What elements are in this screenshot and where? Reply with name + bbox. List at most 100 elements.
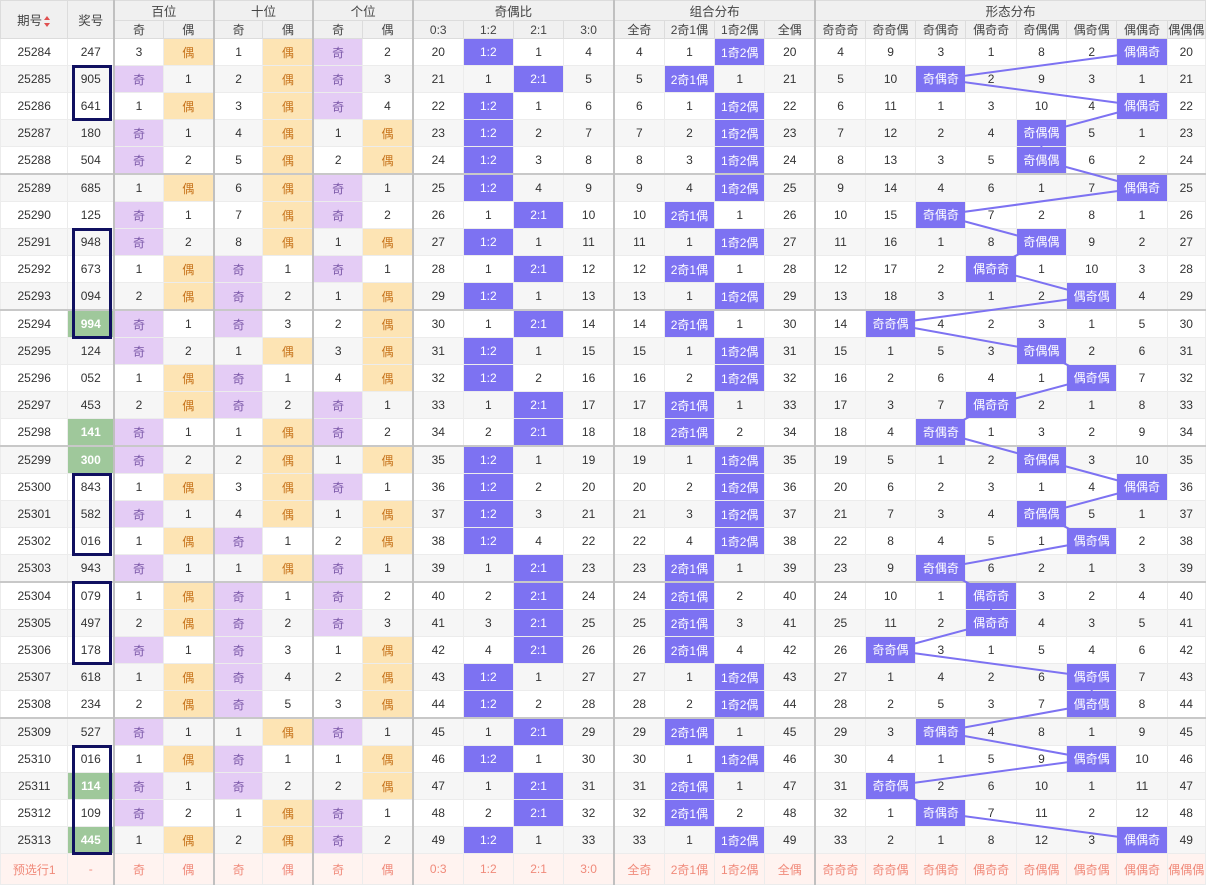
omission-cell: 1	[113, 581, 164, 610]
omission-cell: 26	[764, 201, 816, 229]
preselect-option[interactable]: 偶偶偶	[1166, 853, 1206, 885]
omission-cell: 44	[1166, 690, 1206, 719]
prize-cell: 094	[67, 282, 115, 311]
preselect-option[interactable]: 全奇	[612, 853, 665, 885]
omission-cell: 5	[212, 146, 264, 175]
omission-cell: 11	[1015, 799, 1068, 827]
omission-cell: 27	[1166, 228, 1206, 256]
preselect-option[interactable]: 全偶	[764, 853, 816, 885]
odd-marker: 奇	[212, 690, 264, 719]
omission-cell: 17	[814, 391, 866, 419]
omission-cell: 20	[764, 38, 816, 66]
preselect-option[interactable]: 2奇1偶	[663, 853, 716, 885]
subheader-3: 偶	[262, 20, 314, 39]
omission-cell: 1	[262, 527, 314, 555]
omission-cell: 2	[512, 690, 565, 719]
preselect-option[interactable]: 奇偶偶	[1015, 853, 1068, 885]
even-marker: 偶	[162, 255, 215, 283]
omission-cell: 10	[864, 581, 917, 610]
omission-cell: 3	[1116, 255, 1168, 283]
omission-cell: 2	[512, 364, 565, 392]
preselect-option[interactable]: 偶奇奇	[965, 853, 1017, 885]
preselect-option[interactable]: 奇	[212, 853, 264, 885]
preselect-option[interactable]: 偶	[262, 853, 314, 885]
pattern-marker: 偶奇偶	[1066, 745, 1118, 773]
even-marker: 偶	[262, 38, 314, 66]
omission-cell: 2	[362, 201, 414, 229]
omission-cell: 9	[1015, 745, 1068, 773]
preselect-option[interactable]: 2:1	[512, 853, 565, 885]
preselect-row[interactable]: 预选行1- 奇偶奇偶奇偶 0:3 1:2 2:1 3:0 全奇 2奇1偶 1奇2偶 全偶 奇奇奇 奇奇…	[0, 853, 1206, 885]
omission-cell: 7	[1015, 690, 1068, 719]
preselect-option[interactable]: 偶	[362, 853, 414, 885]
pattern-marker: 奇奇偶	[864, 636, 917, 664]
combo-marker: 2奇1偶	[663, 201, 716, 229]
pattern-marker: 偶奇偶	[1066, 663, 1118, 691]
omission-cell: 2	[212, 826, 264, 854]
omission-cell: 26	[1166, 201, 1206, 229]
preselect-option[interactable]: 奇	[312, 853, 364, 885]
omission-cell: 2	[1066, 418, 1118, 447]
table-row: 25301 582 奇 1 4 偶 1 偶 37 1:2 3 21 21 3 1奇2偶 37 21 7 3 4 奇偶偶 5…	[0, 500, 1206, 528]
omission-cell: 4	[663, 527, 716, 555]
omission-cell: 2	[162, 228, 215, 256]
ratio-marker: 2:1	[512, 65, 565, 93]
ratio-marker: 2:1	[512, 309, 565, 338]
even-marker: 偶	[162, 581, 215, 610]
preselect-option[interactable]: 偶	[162, 853, 215, 885]
omission-cell: 18	[563, 418, 615, 447]
even-marker: 偶	[262, 92, 314, 120]
prize-cell: 905	[67, 65, 115, 93]
omission-cell: 16	[612, 364, 665, 392]
omission-cell: 32	[563, 799, 615, 827]
omission-cell: 36	[764, 473, 816, 501]
even-marker: 偶	[362, 228, 414, 256]
pattern-marker: 奇奇偶	[864, 309, 917, 338]
omission-cell: 28	[764, 255, 816, 283]
pattern-marker: 偶偶奇	[1116, 38, 1168, 66]
omission-cell: 3	[1015, 581, 1068, 610]
omission-cell: 45	[764, 717, 816, 746]
omission-cell: 3	[915, 282, 967, 311]
prize-cell: 453	[67, 391, 115, 419]
omission-cell: 7	[965, 201, 1017, 229]
sort-icon[interactable]	[44, 16, 51, 28]
preselect-option[interactable]: 0:3	[411, 853, 464, 885]
preselect-option[interactable]: 偶奇偶	[1066, 853, 1118, 885]
omission-cell: 7	[965, 799, 1017, 827]
omission-cell: 20	[411, 38, 464, 66]
omission-cell: 28	[1166, 255, 1206, 283]
omission-cell: 10	[1015, 772, 1068, 800]
preselect-option[interactable]: 3:0	[563, 853, 615, 885]
omission-cell: 34	[764, 418, 816, 447]
ratio-marker: 2:1	[512, 581, 565, 610]
subheader-9: 3:0	[563, 20, 615, 39]
preselect-option[interactable]: 1:2	[462, 853, 514, 885]
even-marker: 偶	[162, 745, 215, 773]
preselect-option[interactable]: 1奇2偶	[714, 853, 766, 885]
omission-cell: 1	[113, 364, 164, 392]
preselect-option[interactable]: 奇奇奇	[814, 853, 866, 885]
omission-cell: 32	[1166, 364, 1206, 392]
omission-cell: 6	[1116, 337, 1168, 365]
preselect-option[interactable]: 奇	[113, 853, 164, 885]
even-marker: 偶	[162, 826, 215, 854]
odd-marker: 奇	[312, 554, 364, 583]
omission-cell: 24	[612, 581, 665, 610]
preselect-option[interactable]: 偶偶奇	[1116, 853, 1168, 885]
omission-cell: 6	[864, 473, 917, 501]
prize-cell: 234	[67, 690, 115, 719]
preselect-option[interactable]: 奇奇偶	[864, 853, 917, 885]
odd-marker: 奇	[212, 636, 264, 664]
omission-cell: 4	[1066, 92, 1118, 120]
ratio-marker: 2:1	[512, 391, 565, 419]
omission-cell: 4	[1015, 609, 1068, 637]
issue-cell: 25300	[0, 473, 69, 501]
even-marker: 偶	[362, 337, 414, 365]
preselect-option[interactable]: 奇偶奇	[915, 853, 967, 885]
omission-cell: 23	[411, 119, 464, 147]
issue-cell: 25292	[0, 255, 69, 283]
prize-cell: 504	[67, 146, 115, 175]
table-row: 25286 641 1 偶 3 偶奇 4 22 1:2 1 6 6 1 1奇2偶 22 6 11 1 3 10 4 偶偶奇…	[0, 92, 1206, 120]
issue-header[interactable]: 期号	[0, 0, 69, 39]
